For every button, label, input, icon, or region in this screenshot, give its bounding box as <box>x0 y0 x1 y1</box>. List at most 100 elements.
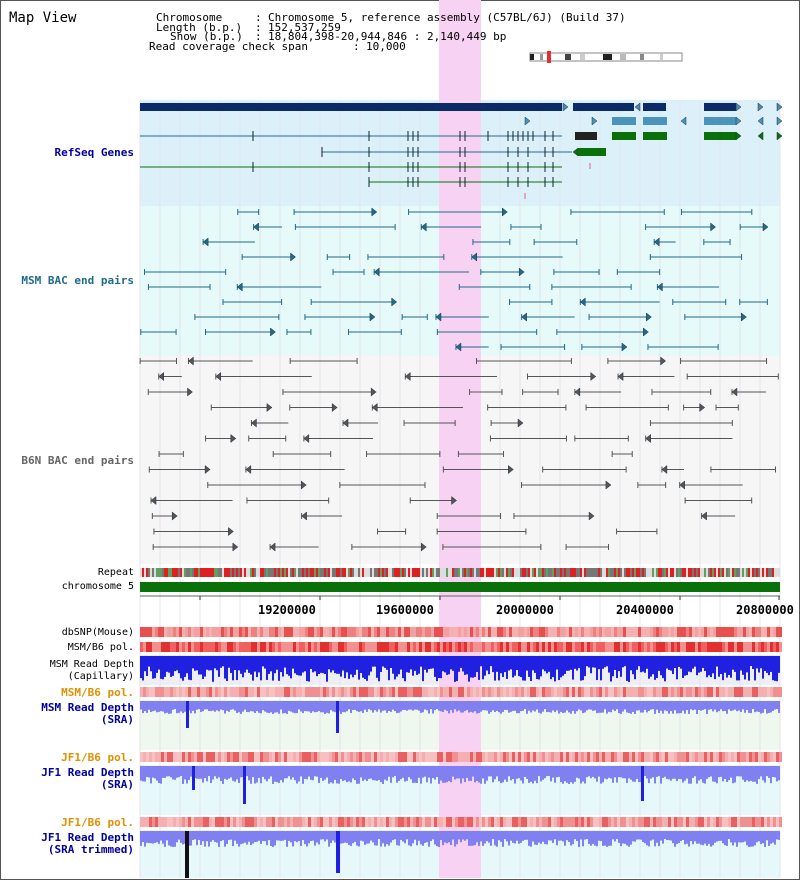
pol-cell <box>767 642 770 652</box>
pol-cell <box>164 752 167 762</box>
gene-arrow <box>524 116 531 126</box>
depth-bar <box>296 831 298 843</box>
repeat-block <box>422 568 424 577</box>
show-label: Show (b.p.) <box>170 30 243 43</box>
dbsnp-cell <box>461 627 464 637</box>
pol-cell <box>593 752 596 762</box>
pol-cell <box>650 687 653 697</box>
depth-bar <box>248 766 250 781</box>
depth-bar <box>174 701 176 710</box>
depth-bar <box>142 831 144 843</box>
pol-cell <box>209 687 212 697</box>
depth-bar <box>580 831 582 840</box>
depth-bar <box>550 766 552 782</box>
depth-bar <box>690 701 692 710</box>
dbsnp-cell <box>329 627 332 637</box>
depth-bar <box>504 831 506 840</box>
pol-cell <box>320 687 323 697</box>
depth-bar <box>676 831 678 844</box>
depth-bar <box>352 766 354 779</box>
repeat-block <box>284 568 286 577</box>
pol-cell <box>212 817 215 827</box>
dbsnp-cell <box>752 627 755 637</box>
depth-bar <box>704 831 706 844</box>
axis-tick-label: 20000000 <box>496 603 554 617</box>
repeat-block <box>324 568 326 577</box>
pol-cell <box>506 687 509 697</box>
repeat-block <box>242 568 244 577</box>
repeat-block <box>490 568 492 577</box>
depth-bar <box>444 701 446 710</box>
repeat-block <box>698 568 700 577</box>
repeat-block <box>254 568 256 577</box>
depth-bar <box>622 701 624 712</box>
depth-bar <box>290 656 292 679</box>
depth-bar <box>450 831 452 846</box>
b6n-bac-label[interactable]: B6N BAC end pairs <box>21 454 134 467</box>
depth-bar <box>302 766 304 784</box>
depth-bar <box>230 701 232 710</box>
depth-bar <box>332 656 334 671</box>
refseq-genes-label[interactable]: RefSeq Genes <box>54 146 134 159</box>
depth-bar <box>456 831 458 845</box>
pol-cell <box>665 752 668 762</box>
depth-bar <box>174 831 176 847</box>
depth-bar <box>182 701 184 714</box>
pol-cell <box>737 817 740 827</box>
pol-cell <box>245 817 248 827</box>
depth-bar <box>614 701 616 712</box>
depth-bar <box>200 766 202 779</box>
depth-bar <box>712 656 714 674</box>
dbsnp-cell <box>584 627 587 637</box>
dbsnp-cell <box>542 627 545 637</box>
depth-bar <box>370 766 372 779</box>
pol-cell <box>593 817 596 827</box>
pol-cell <box>437 817 440 827</box>
dbsnp-cell <box>305 627 308 637</box>
depth-bar <box>522 766 524 784</box>
repeat-block <box>162 568 164 577</box>
depth-bar <box>316 766 318 777</box>
pol-cell <box>140 687 143 697</box>
pol-cell <box>431 687 434 697</box>
pol-cell <box>602 817 605 827</box>
depth-bar <box>740 701 742 713</box>
pol-cell <box>209 642 212 652</box>
pol-cell <box>260 752 263 762</box>
depth-bar <box>644 766 646 777</box>
dbsnp-cell <box>758 627 761 637</box>
depth-bar <box>268 766 270 779</box>
pol-cell <box>404 817 407 827</box>
msm-bac-label[interactable]: MSM BAC end pairs <box>21 274 134 287</box>
repeat-block <box>352 568 354 577</box>
depth-bar <box>628 766 630 779</box>
repeat-block <box>334 568 336 577</box>
depth-bar <box>628 831 630 847</box>
dbsnp-cell <box>380 627 383 637</box>
depth-bar <box>752 701 754 710</box>
depth-bar <box>266 831 268 846</box>
depth-bar <box>204 701 206 710</box>
depth-bar <box>250 701 252 712</box>
dbsnp-cell <box>464 627 467 637</box>
depth-bar <box>520 701 522 712</box>
depth-bar <box>454 766 456 780</box>
repeat-block <box>722 568 724 577</box>
depth-bar <box>372 831 374 843</box>
dbsnp-cell <box>485 627 488 637</box>
msm-bac-pair-arrow <box>653 237 660 247</box>
depth-bar <box>370 656 372 672</box>
pol-cell <box>770 687 773 697</box>
depth-bar <box>666 701 668 712</box>
pol-cell <box>272 752 275 762</box>
pol-cell <box>494 752 497 762</box>
pol-cell <box>353 687 356 697</box>
depth-bar <box>736 831 738 847</box>
pol-cell <box>641 687 644 697</box>
depth-bar <box>362 831 364 842</box>
depth-bar <box>658 701 660 714</box>
pol-cell <box>674 817 677 827</box>
depth-bar <box>228 831 230 840</box>
depth-bar <box>306 831 308 847</box>
